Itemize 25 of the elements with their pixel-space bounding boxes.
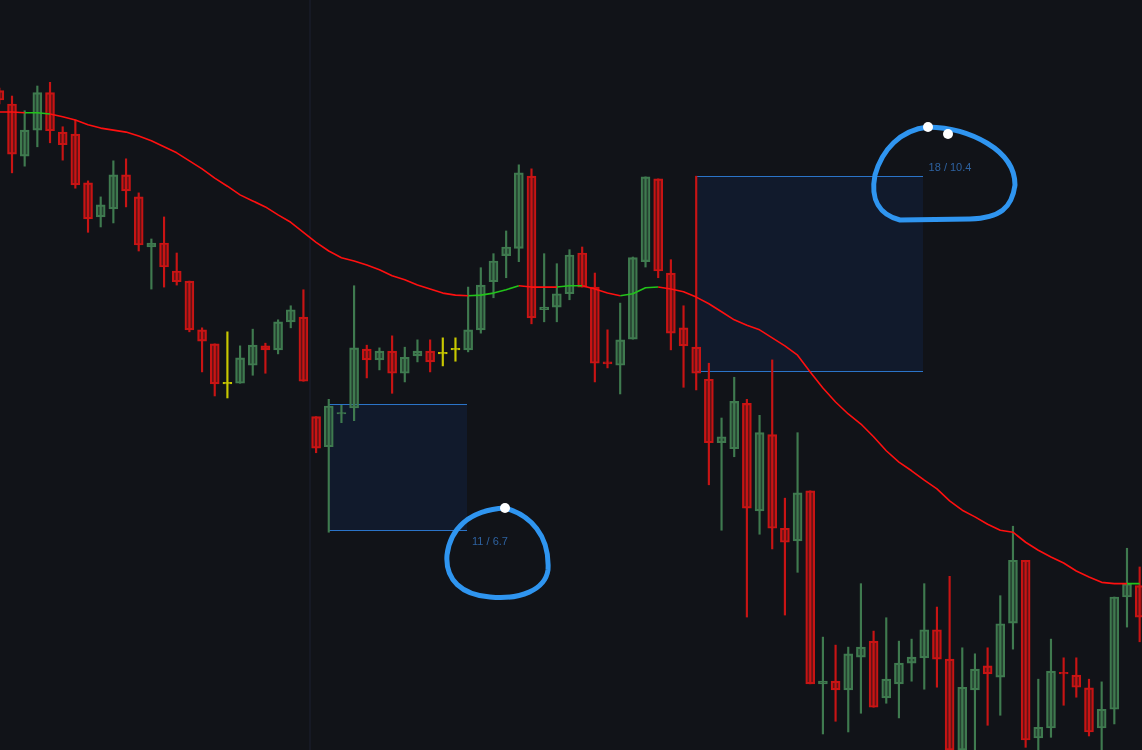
candlestick [830,644,841,722]
candlestick [678,305,689,388]
candlestick [754,415,765,535]
candlestick [640,176,651,268]
candlestick [374,347,385,371]
candlestick [488,253,499,299]
annotation: 11 / 6.7 [472,535,508,547]
candlestick [805,490,816,685]
candlestick [298,289,309,382]
candlestick [792,432,803,573]
candlestick [336,404,347,424]
annotation: 18 / 10.4 [928,161,972,173]
candlestick [323,398,334,533]
candlestick [412,339,423,363]
candlestick [526,168,537,325]
candlestick [564,249,575,301]
candlestick [1020,559,1031,748]
candlestick [349,285,359,422]
candlestick [818,636,828,735]
candlestick [856,583,866,714]
candlestick [222,331,233,399]
candlestick [742,398,752,618]
candlestick [944,575,955,750]
candlestick [957,647,968,750]
candlestick [716,417,727,531]
